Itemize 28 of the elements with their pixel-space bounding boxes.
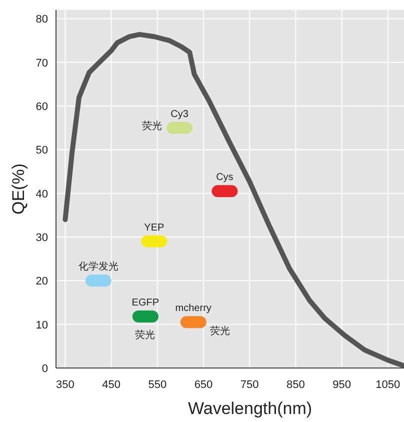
y-tick-label: 30 [36,232,48,244]
y-tick-label: 70 [36,57,48,70]
series-label: mcherry [175,303,212,314]
annotation: 荧光 [210,325,230,337]
x-axis-title: Wavelength(nm) [188,399,312,418]
y-tick-label: 0 [42,363,48,375]
x-tick-label: 950 [332,379,351,391]
x-tick-label: 350 [56,379,74,391]
y-tick-label: 80 [36,14,48,26]
annotation: 荧光 [142,120,162,132]
x-tick-label: 550 [148,379,167,391]
y-tick-label: 40 [36,188,48,200]
y-tick-label: 50 [36,144,48,157]
series-label: Cys [216,172,234,184]
x-tick-label: 450 [102,379,120,391]
x-tick-label: 650 [194,379,213,391]
y-tick-label: 60 [36,101,48,114]
annotation: 荧光 [135,329,155,341]
x-tick-label: 750 [240,379,259,391]
y-axis-title: QE(%) [9,164,28,214]
x-tick-label: 850 [286,379,305,391]
x-tick-label: 1050 [376,379,400,391]
y-tick-label: 10 [36,319,48,332]
series-label: YEP [144,222,165,234]
y-tick-label: 20 [36,276,48,288]
series-label: 化学发光 [78,260,118,273]
series-label: EGFP [132,297,160,308]
series-label: Cy3 [170,108,189,120]
